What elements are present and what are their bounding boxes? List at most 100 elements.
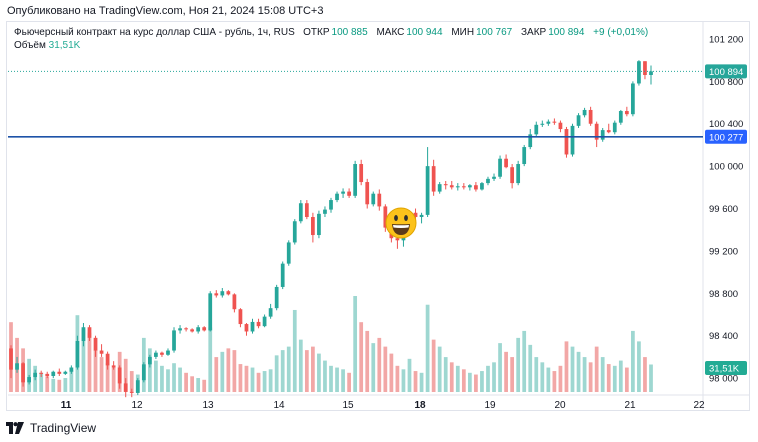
candle-body <box>317 213 321 236</box>
volume-bar <box>154 360 158 392</box>
volume-bar <box>160 365 164 392</box>
x-tick-label: 15 <box>342 400 354 411</box>
candle-body <box>582 109 587 116</box>
candle-body <box>383 206 388 228</box>
candle-body <box>323 209 327 214</box>
volume-bar <box>643 357 647 392</box>
volume-bar <box>329 365 333 392</box>
volume-bar <box>226 348 231 392</box>
candle-body <box>196 327 201 332</box>
volume-bar <box>546 367 551 392</box>
candle-body <box>238 309 243 325</box>
volume-bar <box>492 362 496 392</box>
volume-bar <box>57 379 62 392</box>
candle-body <box>510 167 515 184</box>
candle-body <box>558 122 563 130</box>
candle-body <box>87 327 92 338</box>
volume-bar <box>449 362 454 392</box>
volume-bar <box>365 330 370 392</box>
candle-body <box>75 341 80 368</box>
candle-body <box>606 130 611 133</box>
volume-bar <box>202 379 207 392</box>
candle-body <box>522 147 527 165</box>
volume-bar <box>166 369 170 392</box>
volume-bar <box>564 341 569 392</box>
candle-body <box>123 383 128 392</box>
volume-label: Объём <box>14 40 46 51</box>
candle-body <box>27 377 31 383</box>
candle-body <box>51 371 56 376</box>
candle-body <box>286 242 291 264</box>
footer-brand-text: TradingView <box>30 421 97 435</box>
price-label-volume-bg <box>705 361 747 375</box>
volume-bar <box>190 376 195 392</box>
volume-bar <box>178 367 182 392</box>
candle-body <box>486 178 490 184</box>
volume-bar <box>377 337 382 392</box>
close-value: 100 894 <box>548 27 585 38</box>
y-tick-label: 98 800 <box>709 289 738 300</box>
tradingview-logo-icon <box>6 422 24 434</box>
candle-body <box>504 158 508 168</box>
candle-body <box>244 324 249 332</box>
candle-body <box>528 134 533 148</box>
volume-bar <box>214 357 219 392</box>
volume-bar <box>172 363 176 392</box>
x-tick-label: 20 <box>554 400 566 411</box>
volume-bar <box>413 371 418 392</box>
volume-bar <box>510 357 515 392</box>
candle-body <box>624 111 629 115</box>
volume-bar <box>371 343 376 392</box>
candle-body <box>160 352 164 355</box>
y-tick-label: 100 400 <box>709 119 743 130</box>
candle-body <box>147 356 152 365</box>
low-value: 100 767 <box>476 27 513 38</box>
volume-bar <box>341 369 345 392</box>
volume-bar <box>286 346 291 392</box>
volume-bar <box>69 370 74 392</box>
x-tick-label: 22 <box>693 400 705 411</box>
volume-bar <box>600 357 605 392</box>
volume-bar <box>274 355 279 392</box>
price-label-horizontal-line: 100 277 <box>709 132 743 143</box>
volume-bar <box>540 362 545 392</box>
volume-bar <box>280 350 285 392</box>
volume-bar <box>311 346 315 392</box>
volume-bar <box>570 346 575 392</box>
price-label-last: 100 894 <box>709 67 743 78</box>
volume-bar <box>455 365 460 392</box>
candle-body <box>214 293 219 296</box>
volume-bar <box>105 363 110 392</box>
publish-note: Опубликовано на TradingView.com, Ноя 21,… <box>7 5 324 17</box>
candle-body <box>184 328 188 330</box>
candle-body <box>298 203 303 222</box>
volume-bar <box>323 360 327 392</box>
volume-bar <box>87 332 92 392</box>
y-tick-label: 101 200 <box>709 34 743 45</box>
volume-bar <box>504 351 508 392</box>
x-tick-label: 14 <box>273 400 285 411</box>
emoji-eye-left <box>394 215 398 221</box>
volume-bar <box>606 364 611 392</box>
volume-bar <box>317 353 321 392</box>
volume-bar <box>147 348 152 392</box>
y-tick-label: 99 600 <box>709 204 738 215</box>
candle-body <box>304 203 309 218</box>
candle-body <box>347 191 351 196</box>
open-value: 100 885 <box>331 27 368 38</box>
candle-body <box>431 166 436 192</box>
volume-bar <box>99 357 104 392</box>
volume-bar <box>256 372 261 392</box>
symbol-name: Фьючерсный контракт на курс доллар США -… <box>14 27 295 38</box>
price-label-last-bg <box>705 64 747 79</box>
candle-body <box>262 316 267 327</box>
volume-bar <box>63 378 68 392</box>
volume-bar <box>39 372 44 392</box>
volume-bar <box>431 339 436 392</box>
candle-body <box>154 352 158 357</box>
x-tick-label: 13 <box>202 400 214 411</box>
volume-bar <box>618 360 623 392</box>
candle-body <box>480 183 484 190</box>
low-label: МИН <box>451 27 475 38</box>
